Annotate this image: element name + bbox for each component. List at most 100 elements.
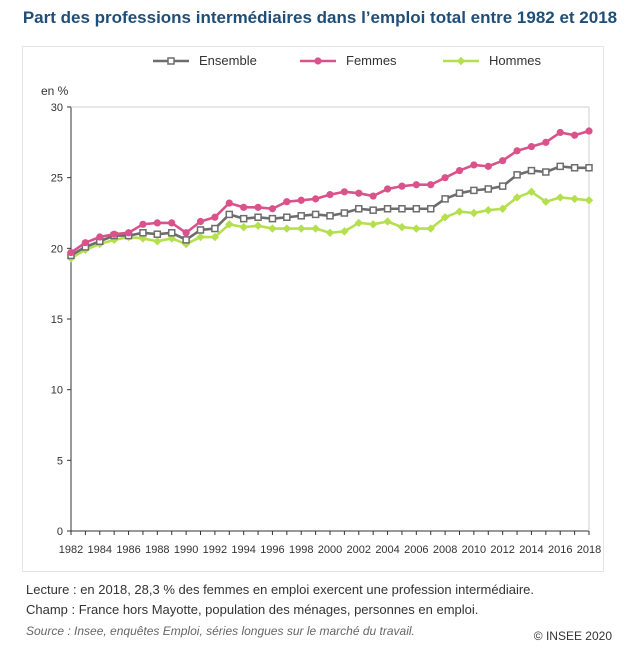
- x-tick-label: 2016: [548, 544, 572, 556]
- data-point-femmes: [412, 181, 420, 189]
- x-tick-label: 2014: [519, 544, 543, 556]
- x-tick-label: 1992: [203, 544, 227, 556]
- data-point-hommes: [253, 221, 263, 230]
- source-note: Source : Insee, enquêtes Emploi, séries …: [26, 624, 415, 638]
- data-point-femmes: [240, 203, 248, 211]
- data-point-femmes: [182, 229, 190, 237]
- data-point-hommes: [541, 197, 551, 206]
- series-group: [66, 127, 594, 263]
- data-point-ensemble: [441, 195, 449, 203]
- data-point-ensemble: [412, 205, 421, 213]
- data-point-femmes: [340, 188, 348, 196]
- data-point-femmes: [67, 248, 75, 257]
- data-point-ensemble: [239, 214, 248, 223]
- data-point-femmes: [455, 167, 464, 175]
- series-ensemble: [67, 162, 593, 260]
- x-tick-label: 1982: [59, 544, 83, 556]
- data-point-hommes: [412, 224, 421, 233]
- data-point-femmes: [326, 191, 334, 199]
- legend[interactable]: Ensemble Femmes Hommes: [153, 53, 542, 68]
- data-point-hommes: [556, 193, 565, 202]
- data-point-femmes: [441, 174, 449, 182]
- data-point-femmes: [283, 198, 291, 206]
- data-point-hommes: [340, 227, 349, 236]
- data-point-hommes: [512, 193, 522, 202]
- copyright: © INSEE 2020: [533, 629, 612, 643]
- data-point-ensemble: [340, 209, 349, 217]
- data-point-femmes: [369, 192, 377, 200]
- data-point-hommes: [282, 224, 292, 233]
- data-point-ensemble: [355, 205, 363, 213]
- data-point-femmes: [355, 189, 363, 197]
- data-point-hommes: [584, 196, 594, 205]
- data-point-hommes: [297, 224, 306, 233]
- legend-marker-hommes: [456, 56, 466, 66]
- data-point-femmes: [513, 147, 521, 155]
- data-point-femmes: [254, 203, 262, 211]
- data-point-ensemble: [570, 164, 579, 172]
- axes: 0 5 10 15 20 25 30 1982 1984 1986 1988 1990 1992 1994…: [51, 102, 601, 556]
- data-point-femmes: [124, 229, 133, 237]
- data-point-femmes: [139, 220, 147, 228]
- data-point-ensemble: [527, 166, 536, 175]
- x-tick-label: 1986: [116, 544, 140, 556]
- data-point-ensemble: [326, 212, 334, 220]
- legend-item-femmes[interactable]: Femmes: [300, 53, 397, 68]
- data-point-femmes: [585, 127, 593, 135]
- data-point-ensemble: [383, 205, 392, 213]
- data-point-ensemble: [225, 210, 234, 219]
- legend-marker-femmes: [314, 57, 322, 65]
- series-femmes: [67, 127, 593, 257]
- data-point-hommes: [570, 194, 579, 204]
- data-point-ensemble: [498, 182, 507, 190]
- y-tick-label: 20: [51, 243, 63, 255]
- data-point-hommes: [311, 224, 320, 233]
- data-point-ensemble: [211, 224, 219, 233]
- data-point-ensemble: [283, 213, 291, 221]
- legend-label-ensemble: Ensemble: [199, 53, 257, 68]
- data-point-ensemble: [470, 186, 478, 195]
- y-tick-label: 25: [51, 173, 63, 185]
- x-tick-label: 1988: [145, 544, 169, 556]
- legend-marker-ensemble: [167, 57, 175, 65]
- x-tick-label: 1994: [231, 544, 255, 556]
- data-point-ensemble: [369, 206, 377, 214]
- data-point-ensemble: [153, 230, 162, 238]
- scope-note: Champ : France hors Mayotte, population …: [26, 602, 479, 617]
- data-point-hommes: [239, 222, 248, 232]
- data-point-ensemble: [254, 213, 262, 221]
- legend-item-ensemble[interactable]: Ensemble: [153, 53, 257, 68]
- legend-item-hommes[interactable]: Hommes: [443, 53, 542, 68]
- data-point-hommes: [153, 237, 162, 246]
- data-point-hommes: [440, 213, 450, 222]
- legend-label-hommes: Hommes: [489, 53, 542, 68]
- data-point-femmes: [571, 131, 579, 139]
- data-point-femmes: [470, 161, 478, 169]
- x-tick-label: 2008: [433, 544, 457, 556]
- data-point-hommes: [368, 220, 378, 229]
- data-point-femmes: [153, 219, 161, 227]
- data-point-hommes: [498, 204, 507, 213]
- data-point-femmes: [96, 233, 104, 241]
- data-point-hommes: [383, 217, 392, 226]
- data-point-femmes: [556, 128, 564, 137]
- data-point-ensemble: [196, 226, 205, 234]
- y-tick-label: 0: [57, 526, 63, 538]
- data-point-femmes: [211, 213, 219, 221]
- data-point-hommes: [397, 222, 407, 232]
- data-point-femmes: [427, 181, 435, 189]
- x-tick-label: 2018: [577, 544, 601, 556]
- x-tick-label: 2002: [347, 544, 371, 556]
- data-point-ensemble: [182, 236, 190, 244]
- x-tick-label: 1990: [174, 544, 198, 556]
- data-point-femmes: [297, 196, 305, 204]
- x-tick-label: 1996: [260, 544, 284, 556]
- data-point-hommes: [225, 220, 234, 229]
- data-point-ensemble: [398, 205, 406, 213]
- data-point-ensemble: [297, 212, 305, 220]
- data-point-femmes: [110, 230, 118, 238]
- data-point-ensemble: [556, 162, 564, 171]
- data-point-ensemble: [268, 214, 277, 223]
- data-point-hommes: [469, 208, 479, 218]
- data-point-femmes: [398, 182, 406, 190]
